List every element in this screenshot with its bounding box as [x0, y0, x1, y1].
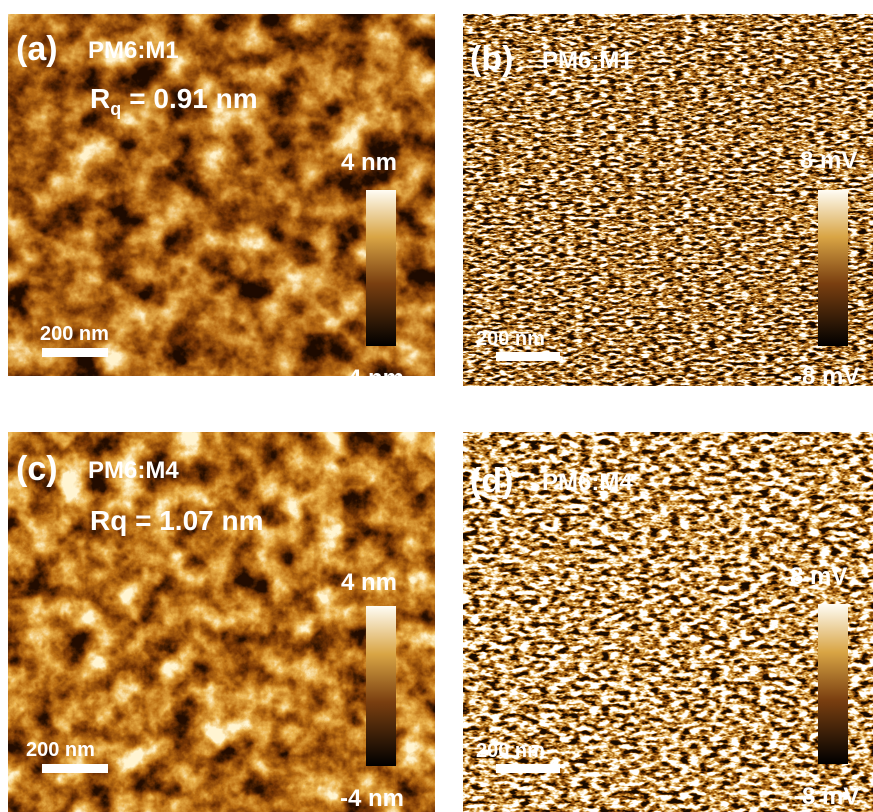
panel-b: (b) PM6:M1 8 mV -8 mV 200 nm: [463, 14, 873, 390]
panel-label: (b): [470, 40, 513, 78]
figure: (a) PM6:M1 Rq = 0.91 nm 4 nm -4 nm 200 nm…: [0, 0, 873, 812]
scale-bar: [496, 764, 560, 773]
scale-min: -4 nm: [340, 785, 404, 812]
color-bar: [818, 604, 848, 764]
sample-name: PM6:M4: [88, 457, 179, 484]
roughness: Rq = 1.07 nm: [90, 505, 264, 536]
scale-bar-label: 200 nm: [40, 323, 109, 345]
scale-bar-label: 200 nm: [476, 740, 545, 762]
scale-max: 4 nm: [341, 569, 397, 596]
panel-label: (d): [470, 462, 513, 500]
panel-d: (d) PM6:M4 8 mV -8 mV 200 nm: [463, 432, 873, 812]
panel-c: (c) PM6:M4 Rq = 1.07 nm 4 nm -4 nm 200 n…: [8, 432, 435, 812]
color-bar: [366, 606, 396, 766]
scale-max: 4 nm: [341, 149, 397, 176]
sample-name: PM6:M1: [542, 47, 633, 74]
roughness-symbol: R: [90, 83, 110, 114]
scale-min: -4 nm: [340, 365, 404, 392]
scale-max: 8 mV: [790, 563, 847, 590]
roughness-value: = 0.91 nm: [129, 83, 257, 114]
sample-name: PM6:M4: [542, 469, 633, 496]
scale-min: -8 mV: [794, 783, 859, 810]
scale-bar: [42, 348, 108, 357]
color-bar: [818, 190, 848, 346]
scale-max: 8 mV: [800, 147, 857, 174]
panel-label: (c): [16, 450, 58, 488]
color-bar: [366, 190, 396, 346]
scale-bar-label: 200 nm: [476, 328, 545, 350]
panel-a: (a) PM6:M1 Rq = 0.91 nm 4 nm -4 nm 200 nm: [8, 14, 435, 392]
scale-bar: [42, 764, 108, 773]
scale-min: -8 mV: [794, 363, 859, 390]
sample-name: PM6:M1: [88, 37, 179, 64]
scale-bar-label: 200 nm: [26, 739, 95, 761]
panel-label: (a): [16, 30, 58, 68]
scale-bar: [496, 352, 560, 361]
roughness-subscript: q: [110, 99, 121, 119]
